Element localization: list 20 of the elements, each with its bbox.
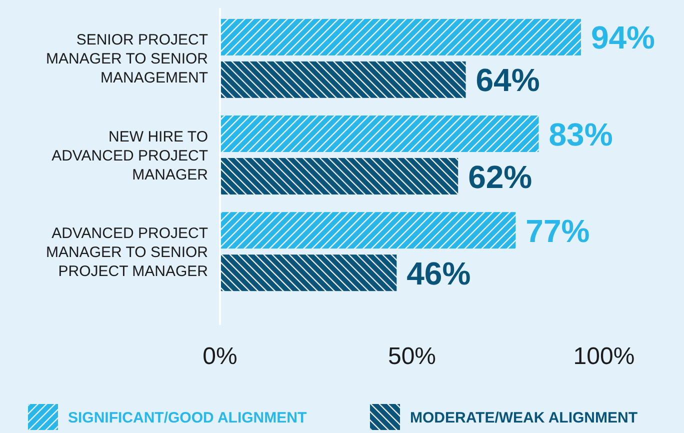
y-tick-label: NEW HIRE TO ADVANCED PROJECT MANAGER	[52, 128, 208, 184]
data-label: 77%	[526, 212, 590, 249]
bar	[220, 254, 397, 292]
legend-label: MODERATE/WEAK ALIGNMENT	[410, 409, 638, 426]
bar	[220, 212, 516, 249]
data-label: 94%	[590, 20, 656, 56]
data-label: 64%	[476, 62, 540, 98]
data-label: 46%	[406, 255, 471, 292]
data-label: 62%	[468, 158, 532, 195]
bar	[220, 116, 539, 152]
x-tick-label: 100%	[573, 343, 635, 370]
bar	[220, 158, 458, 194]
data-label: 83%	[548, 116, 613, 152]
x-tick-label: 50%	[388, 343, 436, 370]
bar	[220, 61, 466, 98]
x-tick-label: 0%	[202, 343, 238, 370]
legend-label: SIGNIFICANT/GOOD ALIGNMENT	[68, 409, 307, 426]
bar	[220, 18, 581, 56]
y-tick-label: ADVANCED PROJECT MANAGER TO SENIOR PROJECT MANAGER	[46, 224, 208, 280]
y-tick-label: SENIOR PROJECT MANAGER TO SENIOR MANAGEMENT	[46, 32, 208, 87]
